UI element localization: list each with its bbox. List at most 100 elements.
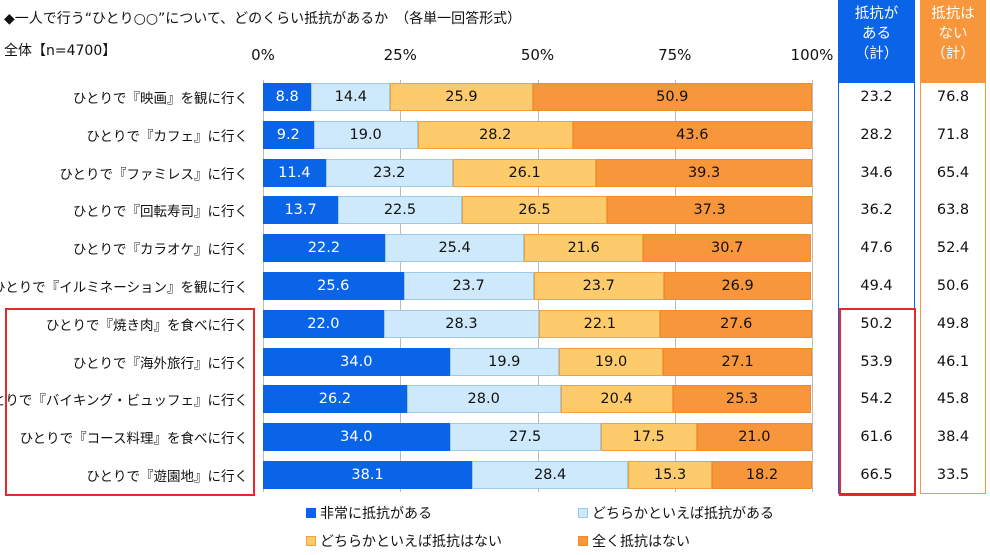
summary-value: 61.6: [860, 429, 893, 446]
summary-header: 抵抗はない （計）: [920, 0, 986, 82]
data-label: 23.2: [373, 164, 406, 181]
bar-segment: 19.0: [313, 120, 418, 149]
x-tick-label: 50%: [520, 46, 555, 64]
data-label: 14.4: [334, 89, 367, 105]
x-tick-label: 75%: [658, 46, 692, 64]
chart-title: ◆一人で行う“ひとり○○”について、どのくらい抵抗があるか （各単一回答形式）: [4, 11, 522, 27]
legend-item: どちらかといえば抵抗がある: [578, 503, 774, 523]
bar-segment: 25.9: [390, 83, 533, 111]
legend-swatch: [306, 508, 316, 518]
legend-swatch: [306, 536, 316, 546]
summary-header-line: （計）: [931, 46, 975, 62]
bar-segment: 38.1: [263, 461, 473, 489]
data-label: 19.0: [594, 353, 628, 370]
data-label: 39.3: [687, 164, 721, 181]
highlight-box-values: [839, 308, 916, 496]
data-label: 22.1: [583, 315, 616, 332]
category-label: ひとりで『映画』を観に行く: [72, 91, 248, 107]
bar-segment: 22.2: [263, 234, 385, 263]
summary-value: 36.2: [860, 202, 893, 219]
highlight-box-labels: [5, 308, 255, 496]
category-label: ひとりで『カフェ』に行く: [86, 128, 248, 145]
summary-value: 53.9: [860, 353, 893, 370]
bar-segment: 15.3: [628, 461, 713, 489]
sample-size: 全体【n=4700】: [4, 43, 117, 59]
data-label: 19.0: [349, 126, 382, 143]
bar-segment: 21.6: [524, 234, 643, 263]
bar-segment: 22.0: [263, 309, 384, 338]
legend-swatch: [578, 508, 588, 518]
bar-segment: 28.2: [417, 120, 573, 149]
data-label: 43.6: [676, 126, 709, 143]
category-label: ひとりで『コース料理』を食べに行く: [19, 431, 248, 448]
data-label: 18.2: [745, 467, 779, 483]
bar-segment: 19.0: [558, 347, 664, 376]
bar-segment: 23.2: [325, 158, 453, 187]
summary-value: 54.2: [860, 391, 893, 408]
bar-segment: 14.4: [311, 83, 391, 111]
summary-header-line: ない: [938, 26, 968, 42]
summary-header-line: 抵抗が: [854, 6, 899, 22]
legend-label: 非常に抵抗がある: [320, 506, 432, 522]
category-label: ひとりで『イルミネーション』を観に行く: [0, 280, 248, 296]
summary-header-line: 抵抗は: [931, 6, 975, 22]
bar-segment: 28.4: [472, 461, 629, 489]
bar-segment: 26.5: [461, 196, 608, 225]
bar-row: 22.0 28.3 22.1 27.6: [263, 309, 812, 338]
bar-segment: 30.7: [642, 234, 812, 263]
bar-segment: 19.9: [449, 347, 559, 376]
data-label: 22.0: [307, 315, 340, 332]
data-label: 26.1: [508, 164, 541, 181]
summary-value: 28.2: [860, 126, 893, 143]
bar-segment: 27.1: [663, 347, 812, 376]
summary-value: 76.8: [936, 89, 970, 105]
data-label: 21.0: [738, 429, 771, 446]
summary-value: 49.4: [860, 278, 893, 294]
data-label: 9.2: [276, 126, 300, 143]
bar-segment: 50.9: [532, 83, 812, 111]
summary-value: 23.2: [860, 89, 893, 105]
bar-segment: 25.3: [672, 385, 812, 414]
summary-header: 抵抗がある （計）: [838, 0, 915, 82]
summary-value: 63.8: [936, 202, 970, 219]
bar-row: 34.0 27.5 17.5 21.0: [263, 423, 812, 452]
summary-value: 33.5: [936, 467, 970, 483]
data-label: 25.3: [725, 391, 759, 408]
data-label: 13.7: [284, 202, 317, 219]
summary-value: 49.8: [936, 315, 970, 332]
bar-segment: 17.5: [600, 423, 697, 452]
bar-segment: 25.4: [384, 234, 525, 263]
legend-item: 非常に抵抗がある: [306, 503, 432, 523]
data-label: 26.2: [318, 391, 352, 408]
bar-segment: 9.2: [263, 120, 314, 149]
bar-segment: 28.0: [406, 385, 561, 414]
data-label: 19.9: [488, 353, 521, 370]
summary-header-line: ある: [862, 26, 891, 42]
data-label: 37.3: [693, 202, 726, 219]
category-label: ひとりで『遊園地』に行く: [86, 469, 248, 485]
data-label: 28.0: [467, 391, 500, 408]
data-label: 22.2: [307, 240, 341, 257]
bar-row: 9.2 19.0 28.2 43.6: [263, 120, 812, 149]
data-label: 17.5: [632, 429, 665, 446]
category-label: ひとりで『バイキング・ビュッフェ』に行く: [0, 393, 248, 410]
bar-segment: 43.6: [572, 120, 812, 149]
bar-segment: 26.9: [663, 272, 812, 300]
summary-value: 50.2: [860, 315, 893, 332]
bar-segment: 39.3: [596, 158, 812, 187]
bar-row: 34.0 19.9 19.0 27.1: [263, 347, 812, 376]
bar-row: 13.7 22.5 26.5 37.3: [263, 196, 812, 225]
data-label: 50.9: [656, 89, 689, 105]
bar-segment: 23.7: [533, 272, 664, 300]
data-label: 21.6: [567, 240, 600, 257]
data-label: 26.9: [721, 278, 754, 294]
legend-label: どちらかといえば抵抗はない: [320, 534, 502, 550]
data-label: 25.6: [317, 278, 350, 294]
summary-value: 66.5: [860, 467, 893, 483]
data-label: 28.3: [445, 315, 478, 332]
bar-segment: 27.5: [449, 423, 601, 452]
summary-value: 46.1: [936, 353, 970, 370]
summary-header-line: （計）: [854, 46, 899, 62]
data-label: 34.0: [340, 353, 373, 370]
bar-segment: 25.6: [263, 272, 404, 300]
